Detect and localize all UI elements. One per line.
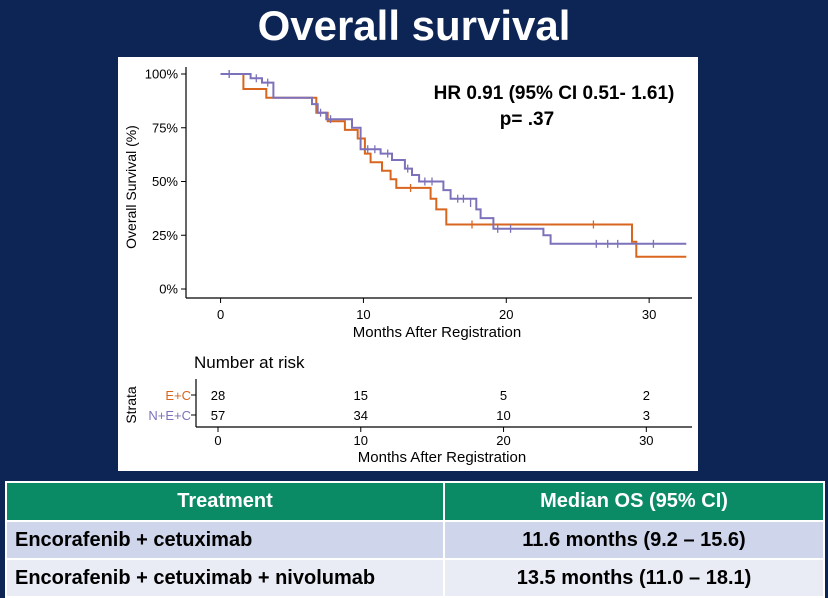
y-tick-label: 100% xyxy=(145,67,179,82)
risk-x-axis-label: Months After Registration xyxy=(358,449,526,466)
x-ticks: 0 10 20 30 xyxy=(217,298,656,322)
x-tick-label: 30 xyxy=(642,307,656,322)
risk-count: 34 xyxy=(354,408,368,423)
header-median-os: Median OS (95% CI) xyxy=(443,481,825,522)
km-series-group xyxy=(220,70,687,258)
risk-table: Number at risk Strata E+C 28 15 5 2 N+E+C 57 34… xyxy=(123,353,692,466)
survival-chart: 0%25%50%75%100% 0 10 20 30 HR 0.91 (95% CI … xyxy=(123,67,692,466)
table-row: Encorafenib + cetuximab 11.6 months (9.2… xyxy=(5,520,825,560)
risk-x-tick-label: 30 xyxy=(639,433,653,448)
median-os-table: Treatment Median OS (95% CI) Encorafenib… xyxy=(5,481,825,598)
y-tick-label: 75% xyxy=(152,120,178,135)
y-tick-label: 25% xyxy=(152,228,178,243)
y-tick-label: 50% xyxy=(152,174,178,189)
risk-x-tick-label: 10 xyxy=(354,433,368,448)
risk-x-tick-label: 0 xyxy=(214,433,221,448)
risk-count: 10 xyxy=(496,408,510,423)
y-ticks: 0% 25% 50% 75% 100% xyxy=(145,67,186,297)
hr-annotation: HR 0.91 (95% CI 0.51- 1.61) xyxy=(434,83,675,104)
risk-x-ticks: 0 10 20 30 xyxy=(214,427,654,448)
x-axis-label: Months After Registration xyxy=(353,324,521,341)
median-os-cell: 13.5 months (11.0 – 18.1) xyxy=(443,558,825,598)
risk-count: 28 xyxy=(211,388,225,403)
risk-count: 5 xyxy=(500,388,507,403)
survival-curve-n-e-c xyxy=(220,73,687,245)
x-tick-label: 10 xyxy=(356,307,370,322)
risk-count: 57 xyxy=(211,408,225,423)
risk-table-title: Number at risk xyxy=(194,353,305,372)
y-tick-label: 0% xyxy=(159,282,178,297)
risk-x-tick-label: 20 xyxy=(496,433,510,448)
median-os-cell: 11.6 months (9.2 – 15.6) xyxy=(443,520,825,560)
table-row: Encorafenib + cetuximab + nivolumab 13.5… xyxy=(5,558,825,598)
treatment-cell: Encorafenib + cetuximab xyxy=(5,520,445,560)
y-axis-label: Overall Survival (%) xyxy=(123,125,139,249)
survival-curve-e-c xyxy=(220,73,687,258)
x-tick-label: 20 xyxy=(499,307,513,322)
risk-table-strata-label: Strata xyxy=(123,386,139,424)
p-value-annotation: p= .37 xyxy=(500,109,554,130)
treatment-cell: Encorafenib + cetuximab + nivolumab xyxy=(5,558,445,598)
risk-rows: E+C 28 15 5 2 N+E+C 57 34 10 3 xyxy=(148,388,650,423)
risk-row-label: E+C xyxy=(165,388,191,403)
risk-count: 3 xyxy=(643,408,650,423)
table-header-row: Treatment Median OS (95% CI) xyxy=(5,481,825,522)
risk-count: 15 xyxy=(354,388,368,403)
header-treatment: Treatment xyxy=(5,481,445,522)
x-tick-label: 0 xyxy=(217,307,224,322)
slide-title: Overall survival xyxy=(257,2,571,49)
km-plot-area: 0% 25% 50% 75% 100% 0 10 20 30 HR 0.91 (95% CI … xyxy=(123,67,692,341)
survival-chart-panel: 0% 25% 50% 75% 100% 0 10 20 30 HR 0.91 (95% CI … xyxy=(118,57,698,471)
risk-count: 2 xyxy=(643,388,650,403)
risk-row-label: N+E+C xyxy=(148,408,191,423)
